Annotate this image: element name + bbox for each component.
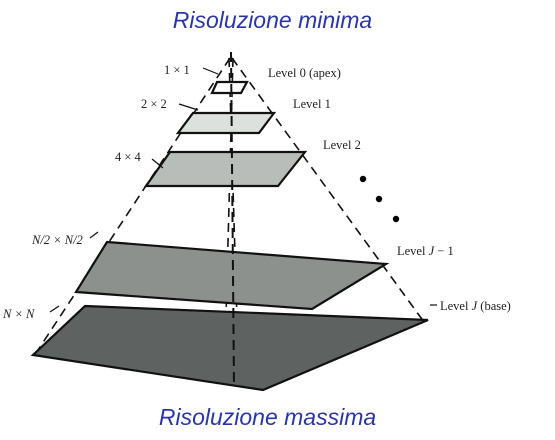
level-plane-1 xyxy=(175,111,277,135)
ellipsis-dot xyxy=(392,215,400,223)
level-labels: 1 × 1 2 × 2 4 × 4 N/2 × N/2 N × N Level … xyxy=(2,63,511,321)
ellipsis-dot xyxy=(359,175,367,183)
level-plane-0 xyxy=(210,80,249,95)
pyramid-axis xyxy=(230,51,235,387)
level-plane-2 xyxy=(143,150,308,188)
label-pointer xyxy=(151,158,164,169)
pyramid-levels xyxy=(30,80,429,392)
level-name-j-minus-1: Level J − 1 xyxy=(397,244,454,258)
size-label-level-1: 2 × 2 xyxy=(141,97,167,111)
level-name-j-base: Level J (base) xyxy=(440,299,511,313)
caption-maximum-resolution: Risoluzione massima xyxy=(158,404,377,430)
level-name-2: Level 2 xyxy=(323,138,361,152)
size-label-level-j-minus-1: N/2 × N/2 xyxy=(31,233,83,247)
label-pointer xyxy=(178,103,199,111)
pyramid-edge-right-back xyxy=(231,57,425,323)
size-label-level-2: 4 × 4 xyxy=(115,150,142,164)
pyramid-edge-left-front xyxy=(37,57,231,351)
label-pointer xyxy=(49,305,60,313)
level-name-0: Level 0 (apex) xyxy=(268,66,341,80)
label-pointer xyxy=(89,231,99,239)
level-name-1: Level 1 xyxy=(293,97,331,111)
size-label-level-j: N × N xyxy=(2,307,35,321)
size-label-level-0: 1 × 1 xyxy=(164,63,190,77)
label-pointer xyxy=(202,67,219,75)
ellipsis-dot xyxy=(375,195,383,203)
level-plane-4 xyxy=(30,304,429,392)
level-plane-3 xyxy=(74,240,390,311)
caption-minimum-resolution: Risoluzione minima xyxy=(172,7,373,33)
